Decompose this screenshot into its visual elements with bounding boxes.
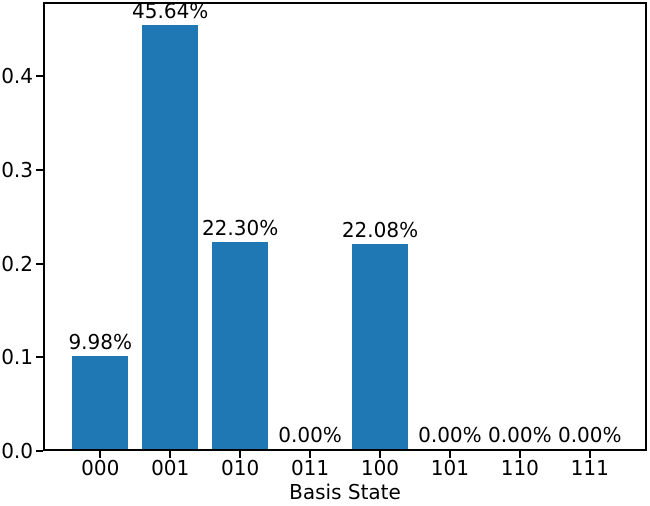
y-tick-0.1	[36, 356, 43, 359]
bar-value-label-101: 0.00%	[418, 423, 482, 447]
x-tick-011	[309, 451, 312, 458]
bar-value-label-111: 0.00%	[557, 423, 622, 447]
bar-100	[351, 243, 408, 449]
y-tick-0.4	[36, 75, 43, 78]
x-tick-010	[239, 451, 242, 458]
bar-value-label-000: 9.98%	[68, 330, 133, 355]
bar-010	[212, 241, 269, 449]
bar-000	[72, 356, 129, 449]
plot-area: 9.98% 45.64% 22.30% 0.00% 22.08% 0.00% 0.00% 0.…	[43, 0, 647, 451]
bar-value-label-011: 0.00%	[278, 423, 342, 447]
y-tick-label-0.3: 0.3	[1, 157, 33, 182]
y-tick-label-0.2: 0.2	[1, 251, 33, 276]
x-tick-label-101: 101	[430, 456, 469, 480]
x-tick-001	[169, 451, 172, 458]
bar-value-label-010: 22.30%	[201, 215, 279, 240]
x-tick-111	[588, 451, 591, 458]
x-tick-label-001: 001	[151, 456, 190, 480]
y-tick-label-0.1: 0.1	[1, 345, 33, 370]
x-tick-label-110: 110	[500, 456, 539, 480]
y-tick-label-0.4: 0.4	[1, 64, 33, 89]
y-tick-0.2	[36, 262, 43, 265]
x-tick-101	[448, 451, 451, 458]
x-tick-label-000: 000	[81, 456, 120, 480]
x-tick-000	[99, 451, 102, 458]
x-axis-label: Basis State	[289, 480, 401, 504]
x-tick-label-100: 100	[360, 456, 400, 480]
bar-value-label-100: 22.08%	[341, 217, 419, 242]
y-tick-label-0.0: 0.0	[1, 439, 33, 463]
bar-value-label-001: 45.64%	[132, 0, 209, 24]
y-tick-0.0	[36, 450, 43, 452]
x-tick-110	[518, 451, 521, 458]
x-tick-label-011: 011	[290, 456, 330, 480]
bar-value-label-110: 0.00%	[488, 423, 552, 447]
y-tick-0.3	[36, 168, 43, 171]
x-tick-label-010: 010	[221, 456, 260, 480]
bar-001	[142, 25, 199, 449]
x-tick-label-111: 111	[570, 456, 609, 480]
x-tick-100	[378, 451, 381, 458]
